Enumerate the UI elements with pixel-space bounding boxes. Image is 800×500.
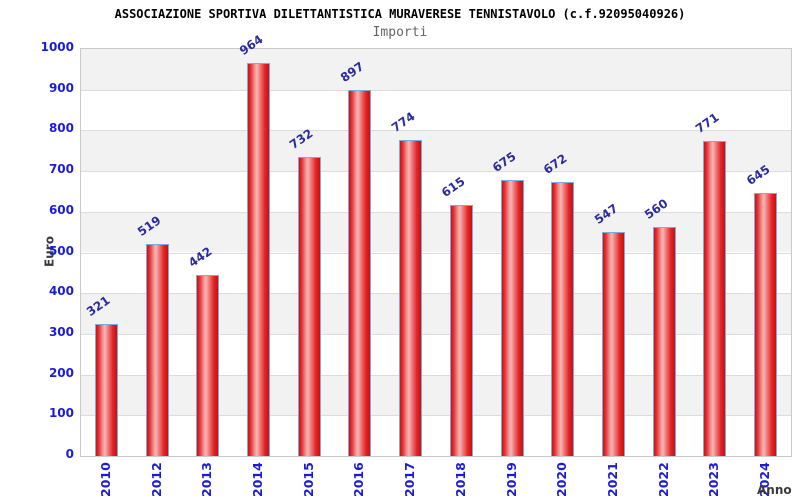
y-tick-label: 300 [48, 325, 74, 339]
grid-line [81, 211, 791, 213]
bar-value-label: 615 [439, 173, 468, 200]
x-tick-label: 2018 [452, 462, 468, 497]
background-band [81, 293, 791, 334]
bar-2018 [449, 204, 473, 456]
background-band [81, 49, 791, 90]
x-tick-label: 2019 [503, 462, 519, 497]
chart-title: ASSOCIAZIONE SPORTIVA DILETTANTISTICA MU… [114, 7, 686, 21]
bar-2021 [602, 232, 625, 456]
background-band [81, 374, 791, 416]
y-tick-label: 100 [48, 406, 74, 420]
x-tick-label: 2017 [402, 462, 418, 497]
background-band [81, 211, 791, 253]
y-tick-label: 200 [48, 366, 74, 380]
chart-subtitle: Importi [372, 25, 428, 40]
x-tick-label: 2013 [199, 462, 215, 497]
x-tick-label: 2014 [250, 462, 265, 497]
y-tick-label: 0 [65, 447, 74, 461]
y-tick-label: 900 [48, 81, 74, 95]
grid-line [81, 333, 791, 335]
grid-line [81, 415, 791, 417]
x-tick-label: 2015 [300, 462, 316, 497]
plot-area: 321 519 442 964 732 897 774 615 675 672 547 560 771 6… [80, 32, 792, 457]
x-axis-title: Anno [757, 483, 792, 497]
bar-2023 [703, 141, 727, 456]
bar-2015 [297, 157, 321, 456]
bar-2016 [348, 89, 372, 456]
bar-2014 [247, 62, 270, 456]
y-tick-label: 1000 [40, 40, 74, 54]
x-tick-label: 2012 [148, 462, 164, 497]
grid-line [81, 293, 791, 295]
y-tick-label: 700 [48, 162, 74, 176]
x-tick-label: 2010 [97, 462, 113, 497]
y-tick-label: 500 [48, 244, 74, 258]
grid-line [81, 171, 791, 173]
bar-2020 [551, 181, 575, 456]
x-tick-label: 2023 [706, 462, 722, 497]
y-tick-label: 400 [48, 284, 74, 298]
bar-2019 [500, 180, 524, 456]
bar-2012 [145, 243, 169, 456]
y-tick-label: 600 [48, 203, 74, 217]
grid-line [81, 252, 791, 254]
grid-line [81, 89, 791, 91]
bar-2024 [754, 192, 778, 456]
y-tick-label: 800 [48, 121, 74, 135]
background-band [81, 130, 791, 172]
x-tick-label: 2022 [655, 462, 671, 497]
bar-2010 [94, 324, 118, 456]
bar-2017 [399, 140, 423, 456]
x-tick-label: 2021 [605, 462, 620, 497]
grid-line [81, 374, 791, 376]
grid-line [81, 130, 791, 132]
x-tick-label: 2016 [351, 462, 367, 497]
x-tick-label: 2020 [554, 462, 570, 497]
bar-2013 [196, 275, 220, 456]
bar-2022 [652, 227, 676, 456]
